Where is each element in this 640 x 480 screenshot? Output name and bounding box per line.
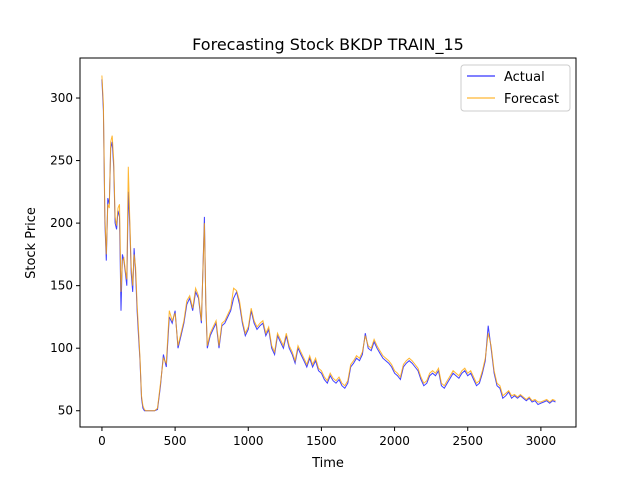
legend-actual-label: Actual (504, 70, 545, 85)
x-axis-ticks: 0 500 1000 1500 2000 2500 3000 (98, 427, 556, 448)
y-axis-label: Stock Price (24, 207, 39, 279)
chart-title: Forecasting Stock BKDP TRAIN_15 (192, 35, 464, 55)
x-axis-label: Time (311, 456, 344, 471)
x-tick-label: 0 (98, 434, 106, 448)
plot-area (79, 57, 577, 428)
x-tick-label: 2500 (452, 434, 483, 448)
y-tick-label: 50 (58, 404, 73, 418)
legend: Actual Forecast (460, 64, 571, 112)
legend-forecast-label: Forecast (504, 92, 559, 107)
y-tick-label: 200 (50, 216, 73, 230)
x-tick-label: 2000 (379, 434, 410, 448)
x-tick-label: 500 (164, 434, 187, 448)
series-line-actual (101, 79, 556, 412)
y-axis-ticks: 50 100 150 200 250 300 (50, 91, 80, 418)
y-tick-label: 100 (50, 341, 73, 355)
axes-frame (79, 57, 577, 428)
series-line-forecast (101, 75, 556, 412)
y-tick-label: 300 (50, 91, 73, 105)
x-tick-label: 1000 (233, 434, 264, 448)
x-tick-label: 3000 (526, 434, 557, 448)
x-tick-label: 1500 (306, 434, 337, 448)
y-tick-label: 150 (50, 279, 73, 293)
y-tick-label: 250 (50, 154, 73, 168)
series-layer (101, 75, 556, 412)
